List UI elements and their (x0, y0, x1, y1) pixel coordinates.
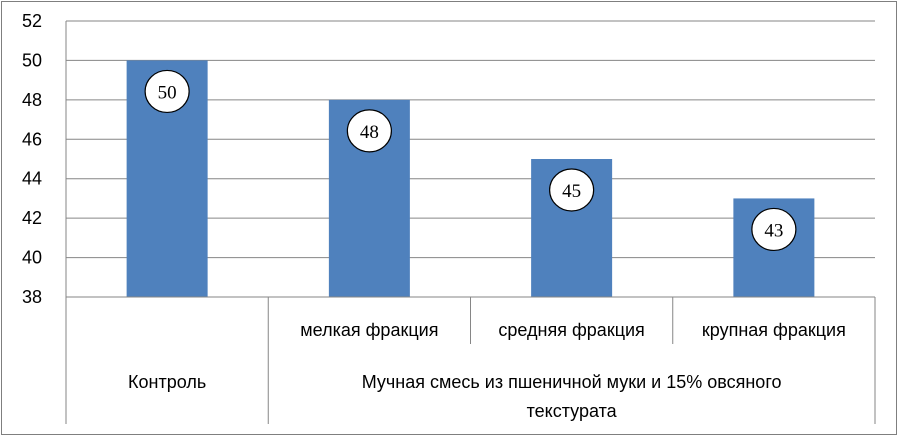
y-axis-tick-labels: 38 40 42 44 46 48 50 52 (22, 11, 42, 307)
data-label-circle (144, 69, 190, 114)
data-label: 48 (360, 122, 379, 143)
category-label: крупная фракция (702, 320, 846, 340)
y-tick-label: 40 (22, 248, 42, 268)
group-label-control: Контроль (128, 372, 206, 392)
data-labels: 50 48 45 43 (144, 69, 797, 252)
y-tick-label: 50 (22, 50, 42, 70)
category-label: средняя фракция (498, 320, 644, 340)
y-tick-label: 48 (22, 90, 42, 110)
y-tick-label: 42 (22, 208, 42, 228)
data-label-circle (549, 168, 595, 212)
data-label-circle (751, 207, 797, 252)
data-label-circle (346, 109, 392, 153)
y-tick-label: 44 (22, 169, 42, 189)
group-label-mixture: Мучная смесь из пшеничной муки и 15% овс… (362, 372, 782, 421)
data-label: 43 (764, 220, 783, 241)
category-axis: мелкая фракция средняя фракция крупная фра… (65, 21, 876, 424)
y-tick-label: 46 (22, 129, 42, 149)
category-label: мелкая фракция (300, 320, 438, 340)
y-tick-label: 52 (22, 11, 42, 31)
data-label: 45 (562, 181, 581, 202)
data-label: 50 (158, 82, 177, 103)
y-tick-label: 38 (22, 287, 42, 307)
